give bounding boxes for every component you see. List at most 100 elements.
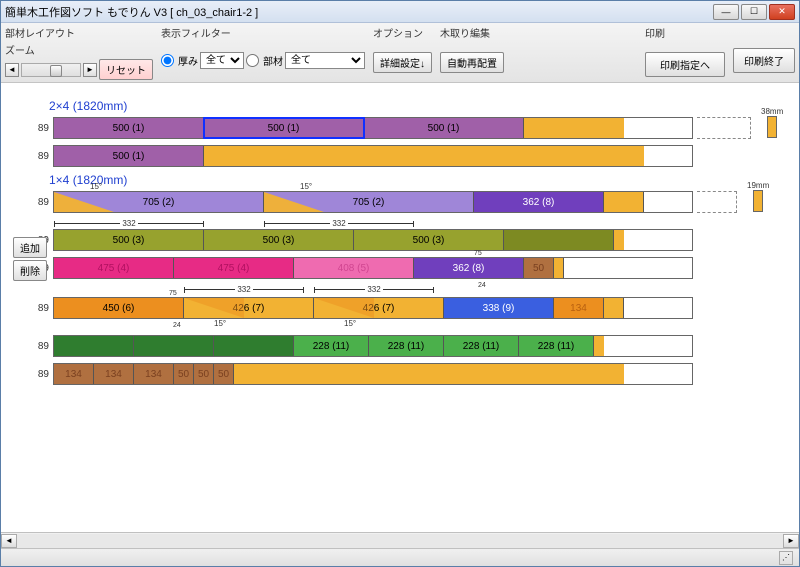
edit-title: 木取り編集 (440, 25, 504, 40)
end-chip (767, 116, 777, 138)
cut-segment[interactable] (594, 336, 604, 356)
board[interactable]: 705 (2)705 (2)362 (8)15°15°332332 (53, 191, 693, 213)
cut-segment[interactable] (554, 258, 564, 278)
cut-segment[interactable] (204, 146, 644, 166)
board-row: 89 450 (6)426 (7)426 (7)338 (9)13415°15°3… (15, 297, 785, 319)
app-window: 簡単木工作図ソフト もでりん V3 [ ch_03_chair1-2 ] — ☐… (0, 0, 800, 567)
scroll-track[interactable] (17, 534, 783, 548)
board[interactable]: 134134134505050 (53, 363, 693, 385)
cut-segment[interactable] (604, 192, 644, 212)
board-row: 89134134134505050 (15, 363, 785, 385)
cut-segment[interactable]: 362 (8) (414, 258, 524, 278)
board-row: 89 500 (1) (15, 145, 785, 167)
cut-segment[interactable]: 408 (5) (294, 258, 414, 278)
close-button[interactable]: ✕ (769, 4, 795, 20)
board[interactable]: 500 (1) (53, 145, 693, 167)
reset-button[interactable]: リセット (99, 59, 153, 80)
cut-segment[interactable] (614, 230, 624, 250)
board[interactable]: 450 (6)426 (7)426 (7)338 (9)13415°15°332… (53, 297, 693, 319)
content-area[interactable]: 追加削除2×4 (1820mm)89500 (1)500 (1)500 (1)3… (1, 83, 799, 532)
cut-segment[interactable]: 134 (134, 364, 174, 384)
cut-segment[interactable] (214, 336, 294, 356)
detail-button[interactable]: 詳細設定↓ (373, 52, 432, 73)
cut-segment[interactable] (504, 230, 614, 250)
minimize-button[interactable]: — (713, 4, 739, 20)
board-row: 89475 (4)475 (4)408 (5)362 (8)507524 (15, 257, 785, 279)
layout-title: 部材レイアウト (5, 25, 153, 40)
hscrollbar[interactable]: ◄ ► (1, 532, 799, 548)
statusbar: ⋰ (1, 548, 799, 566)
board[interactable]: 475 (4)475 (4)408 (5)362 (8)507524 (53, 257, 693, 279)
cut-segment[interactable] (134, 336, 214, 356)
add-button[interactable]: 追加 (13, 237, 47, 258)
board[interactable]: 500 (3)500 (3)500 (3) (53, 229, 693, 251)
board[interactable]: 500 (1)500 (1)500 (1) (53, 117, 693, 139)
resize-grip[interactable]: ⋰ (779, 551, 793, 565)
remainder-gap (697, 117, 751, 139)
cut-segment[interactable]: 50 (174, 364, 194, 384)
row-height-label: 89 (29, 341, 49, 352)
row-height-label: 89 (29, 369, 49, 380)
scroll-right-button[interactable]: ► (783, 534, 799, 548)
del-button[interactable]: 削除 (13, 260, 47, 281)
cut-segment[interactable]: 500 (1) (54, 118, 204, 138)
member-radio[interactable] (246, 54, 259, 67)
zoom-out-button[interactable]: ◄ (5, 63, 19, 77)
row-height-label: 89 (29, 303, 49, 314)
cut-segment[interactable]: 362 (8) (474, 192, 604, 212)
cut-segment[interactable]: 134 (54, 364, 94, 384)
board-row: 89500 (3)500 (3)500 (3) (15, 229, 785, 251)
filter-title: 表示フィルター (161, 25, 365, 40)
member-select[interactable]: 全て (285, 52, 365, 69)
zoom-title: ズーム (5, 42, 153, 57)
cut-segment[interactable]: 228 (11) (519, 336, 594, 356)
cut-segment[interactable]: 50 (524, 258, 554, 278)
cut-segment[interactable] (234, 364, 624, 384)
cut-segment[interactable]: 50 (214, 364, 234, 384)
cut-segment[interactable]: 500 (3) (54, 230, 204, 250)
cut-segment[interactable]: 475 (4) (174, 258, 294, 278)
maximize-button[interactable]: ☐ (741, 4, 767, 20)
cut-segment[interactable]: 228 (11) (294, 336, 369, 356)
cut-segment[interactable]: 338 (9) (444, 298, 554, 318)
cut-segment[interactable]: 500 (1) (54, 146, 204, 166)
cut-segment[interactable]: 500 (3) (204, 230, 354, 250)
scroll-left-button[interactable]: ◄ (1, 534, 17, 548)
board-row: 89228 (11)228 (11)228 (11)228 (11) (15, 335, 785, 357)
print-spec-button[interactable]: 印刷指定へ (645, 52, 725, 77)
cut-segment[interactable] (604, 298, 624, 318)
cut-segment[interactable]: 500 (1) (364, 118, 524, 138)
remainder-gap (697, 191, 737, 213)
window-title: 簡単木工作図ソフト もでりん V3 [ ch_03_chair1-2 ] (5, 4, 713, 20)
row-height-label: 89 (29, 197, 49, 208)
cut-segment[interactable]: 228 (11) (369, 336, 444, 356)
zoom-in-button[interactable]: ► (83, 63, 97, 77)
cut-segment[interactable]: 50 (194, 364, 214, 384)
print-title: 印刷 (645, 25, 725, 40)
cut-segment[interactable]: 134 (554, 298, 604, 318)
board[interactable]: 228 (11)228 (11)228 (11)228 (11) (53, 335, 693, 357)
thickness-select[interactable]: 全て (200, 52, 244, 69)
cut-segment[interactable]: 500 (1) (204, 118, 364, 138)
auto-button[interactable]: 自動再配置 (440, 52, 504, 73)
toolbar: 部材レイアウト ズーム ◄ ► リセット 表示フィルター 厚み 全て 部材 全て… (1, 23, 799, 83)
row-height-label: 89 (29, 123, 49, 134)
print-end-button[interactable]: 印刷終了 (733, 48, 795, 73)
cut-segment[interactable]: 450 (6) (54, 298, 184, 318)
titlebar[interactable]: 簡単木工作図ソフト もでりん V3 [ ch_03_chair1-2 ] — ☐… (1, 1, 799, 23)
cut-segment[interactable] (524, 118, 624, 138)
cut-segment[interactable]: 500 (3) (354, 230, 504, 250)
option-title: オプション (373, 25, 432, 40)
group-title: 2×4 (1820mm) (49, 99, 785, 113)
end-thickness-label: 38mm (761, 107, 783, 116)
zoom-slider[interactable] (21, 63, 81, 77)
thickness-radio[interactable] (161, 54, 174, 67)
end-chip (753, 190, 763, 212)
cut-segment[interactable]: 134 (94, 364, 134, 384)
cut-segment[interactable]: 475 (4) (54, 258, 174, 278)
cut-segment[interactable] (54, 336, 134, 356)
thickness-label: 厚み (178, 53, 198, 68)
cut-segment[interactable]: 228 (11) (444, 336, 519, 356)
end-thickness-label: 19mm (747, 181, 769, 190)
row-height-label: 89 (29, 151, 49, 162)
